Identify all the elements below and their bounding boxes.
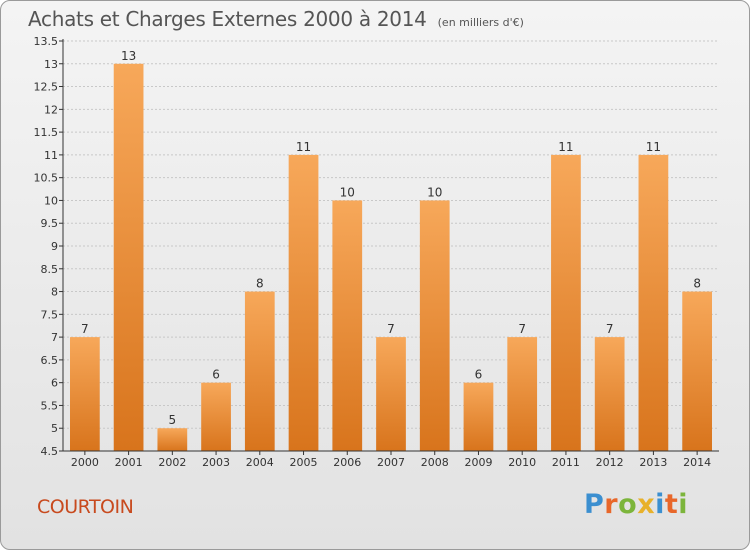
x-tick-label: 2007 <box>377 456 405 469</box>
data-label: 11 <box>558 140 573 154</box>
bar <box>201 382 231 451</box>
logo-letter: o <box>618 489 638 520</box>
logo-letter: r <box>604 489 619 520</box>
data-label: 7 <box>387 322 395 336</box>
x-tick-label: 2013 <box>639 456 667 469</box>
data-label: 7 <box>606 322 614 336</box>
y-tick-label: 8 <box>51 286 58 299</box>
y-tick-label: 10 <box>44 194 58 207</box>
y-tick-label: 6.5 <box>41 354 59 367</box>
bar <box>507 337 538 451</box>
x-tick-label: 2001 <box>115 456 143 469</box>
chart-title: Achats et Charges Externes 2000 à 2014 (… <box>28 7 524 31</box>
x-tick-label: 2010 <box>508 456 536 469</box>
logo-letter: i <box>655 489 665 520</box>
bar <box>332 200 363 451</box>
y-tick-label: 13.5 <box>34 35 59 48</box>
data-label: 5 <box>169 413 177 427</box>
y-tick-label: 11.5 <box>34 126 59 139</box>
data-label: 10 <box>340 185 355 199</box>
y-tick-label: 5 <box>51 422 58 435</box>
y-tick-label: 12.5 <box>34 81 59 94</box>
bar <box>638 154 669 451</box>
y-tick-label: 9 <box>51 240 58 253</box>
x-tick-label: 2011 <box>552 456 580 469</box>
proxiti-logo: Proxiti <box>584 489 688 520</box>
x-tick-label: 2003 <box>202 456 230 469</box>
data-label: 8 <box>693 277 701 291</box>
bar <box>244 291 275 451</box>
bar <box>463 382 494 451</box>
x-tick-label: 2005 <box>290 456 318 469</box>
y-tick-label: 7 <box>51 331 58 344</box>
logo-letter: x <box>637 489 656 520</box>
y-tick-label: 9.5 <box>41 217 59 230</box>
y-tick-label: 13 <box>44 58 58 71</box>
bar <box>594 337 625 451</box>
data-label: 11 <box>296 140 311 154</box>
y-tick-label: 11 <box>44 149 58 162</box>
commune-name: COURTOIN <box>37 496 134 518</box>
bar <box>288 154 319 451</box>
x-tick-label: 2002 <box>158 456 186 469</box>
data-label: 7 <box>81 322 89 336</box>
y-tick-label: 12 <box>44 103 58 116</box>
data-label: 10 <box>427 185 442 199</box>
logo-letter: i <box>678 489 689 520</box>
x-tick-label: 2014 <box>683 456 711 469</box>
data-label: 6 <box>212 368 220 382</box>
logo-letter: t <box>664 489 679 520</box>
y-tick-label: 5.5 <box>41 399 59 412</box>
data-label: 6 <box>475 368 483 382</box>
title-text: Achats et Charges Externes 2000 à 2014 <box>28 7 427 31</box>
y-tick-label: 6 <box>51 377 58 390</box>
x-tick-label: 2009 <box>464 456 492 469</box>
unit-label: (en milliers d'€) <box>437 16 524 29</box>
y-tick-label: 4.5 <box>41 445 59 458</box>
x-tick-label: 2004 <box>246 456 274 469</box>
y-tick-label: 10.5 <box>34 172 59 185</box>
data-label: 8 <box>256 277 264 291</box>
x-tick-label: 2012 <box>596 456 624 469</box>
bar <box>69 337 100 451</box>
bar <box>682 291 713 451</box>
bar <box>419 200 450 451</box>
data-label: 7 <box>518 322 526 336</box>
bar <box>157 428 188 451</box>
y-tick-label: 8.5 <box>41 263 59 276</box>
logo-letter: P <box>584 489 605 520</box>
y-tick-label: 7.5 <box>41 308 59 321</box>
x-tick-label: 2006 <box>333 456 361 469</box>
x-tick-label: 2000 <box>71 456 99 469</box>
x-tick-label: 2008 <box>421 456 449 469</box>
bar <box>551 154 581 451</box>
data-label: 13 <box>121 49 136 63</box>
bar <box>376 337 406 451</box>
bar <box>113 63 144 452</box>
data-label: 11 <box>646 140 661 154</box>
